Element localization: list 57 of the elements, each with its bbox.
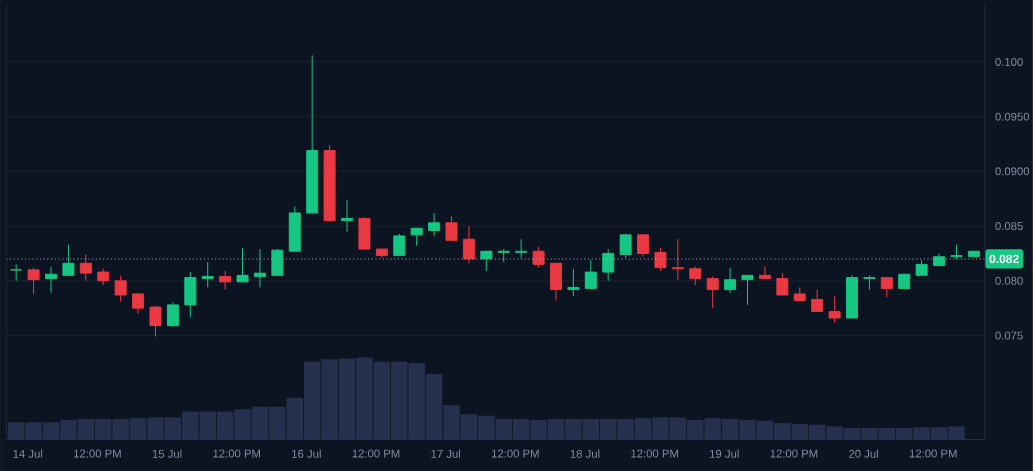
- candlestick: [219, 270, 232, 290]
- candlestick: [341, 199, 353, 232]
- y-tick-label: 0.0950: [995, 112, 1030, 121]
- candlestick: [741, 274, 754, 306]
- candlestick: [114, 274, 127, 302]
- candlestick: [515, 238, 528, 259]
- x-tick-label: 17 Jul: [431, 449, 461, 458]
- candlestick: [27, 266, 40, 295]
- candlestick: [706, 275, 719, 309]
- x-tick-label: 12:00 PM: [909, 449, 957, 458]
- x-tick-label: 12:00 PM: [352, 449, 400, 458]
- candlestick: [880, 276, 893, 298]
- candlestick: [62, 243, 75, 276]
- candlestick: [602, 248, 615, 282]
- candlestick: [758, 265, 771, 279]
- candlestick: [584, 259, 597, 289]
- candlestick: [201, 261, 214, 288]
- y-tick-label: 0.080: [995, 276, 1023, 285]
- x-tick-label: 18 Jul: [570, 449, 600, 458]
- candlestick: [619, 233, 632, 259]
- y-tick-label: 0.085: [995, 221, 1023, 230]
- candlestick: [689, 265, 702, 286]
- x-tick-label: 15 Jul: [152, 449, 182, 458]
- candlestick: [10, 263, 23, 282]
- x-tick-label: 20 Jul: [849, 449, 878, 458]
- candlestick: [149, 305, 162, 337]
- candlestick: [671, 238, 684, 280]
- x-tick-label: 19 Jul: [710, 449, 739, 458]
- candlestick: [462, 225, 475, 264]
- candlestick: [776, 272, 789, 296]
- candlestick: [45, 265, 57, 294]
- x-tick-label: 14 Jul: [13, 449, 43, 458]
- candlestick: [166, 301, 179, 328]
- y-tick-label: 0.100: [995, 57, 1023, 66]
- candlestick: [811, 288, 824, 312]
- candlestick: [79, 253, 92, 282]
- x-tick-label: 12:00 PM: [74, 449, 121, 458]
- y-tick-label: 0.0900: [995, 167, 1030, 176]
- x-tick-label: 12:00 PM: [631, 449, 678, 458]
- x-tick-label: 16 Jul: [292, 449, 321, 458]
- candlestick: [428, 212, 441, 237]
- candlestick: [654, 247, 667, 272]
- candlestick: [724, 266, 737, 294]
- candlestick: [567, 268, 580, 297]
- candlestick: [863, 274, 876, 290]
- x-tick-label: 12:00 PM: [491, 449, 539, 458]
- candlestick: [253, 248, 266, 288]
- candlestick: [445, 215, 458, 241]
- x-tick-label: 12:00 PM: [770, 449, 818, 458]
- candlestick: [828, 295, 841, 323]
- candlestick: [236, 247, 249, 283]
- candlestick: [480, 250, 493, 272]
- x-tick-label: 12:00 PM: [213, 449, 261, 458]
- candlestick: [393, 233, 406, 256]
- candlestick: [532, 246, 545, 268]
- y-tick-label: 0.075: [995, 331, 1023, 340]
- ref-line-label: 0.082: [989, 254, 1019, 263]
